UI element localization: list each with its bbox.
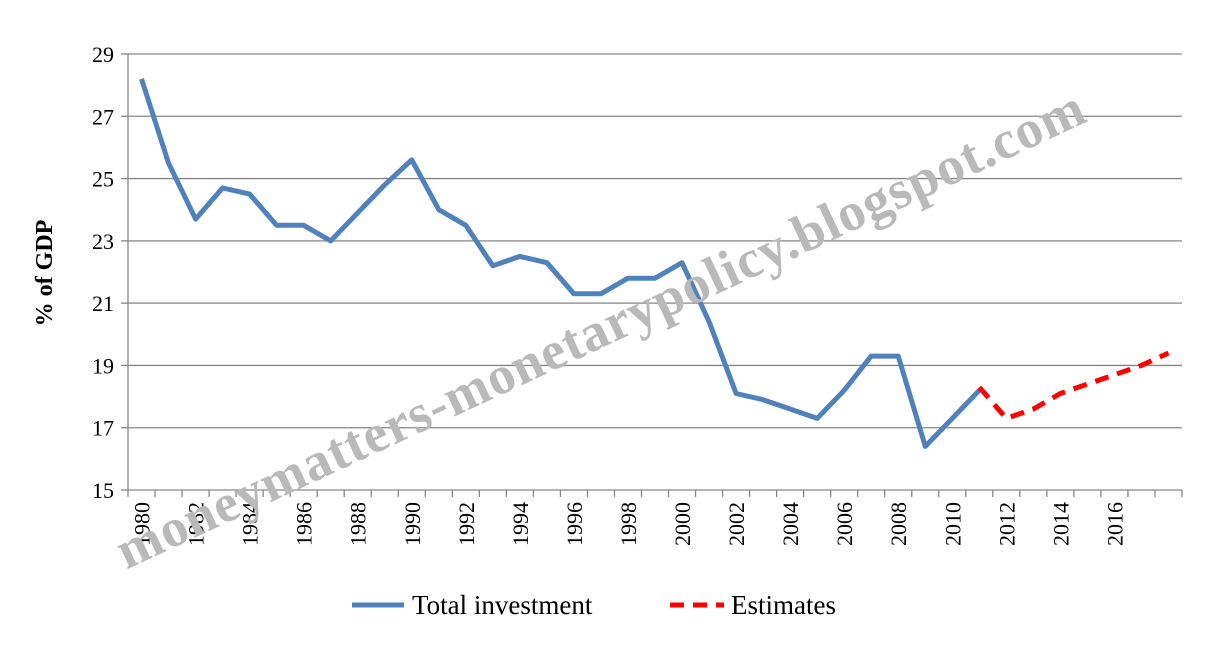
x-tick-label: 2012 — [994, 502, 1019, 546]
x-tick-label: 2008 — [886, 502, 911, 546]
y-tick-label: 23 — [92, 229, 114, 254]
x-tick-label: 1988 — [346, 502, 371, 546]
x-tick-label: 1992 — [454, 502, 479, 546]
x-tick-label: 1994 — [508, 502, 533, 546]
y-axis-title: % of GDP — [32, 220, 58, 327]
y-tick-label: 21 — [92, 291, 114, 316]
x-tick-label: 1980 — [130, 502, 155, 546]
y-tick-label: 19 — [92, 353, 114, 378]
x-tick-label: 2014 — [1048, 502, 1073, 546]
x-tick-label: 1998 — [616, 502, 641, 546]
series-lines — [139, 78, 1170, 449]
x-tick-label: 2016 — [1102, 502, 1127, 546]
x-tick-label: 2002 — [724, 502, 749, 546]
legend: Total investment Estimates — [352, 590, 836, 620]
tick-labels: 15 17 19 21 23 25 27 29 1980 1982 1984 1986 1988 1990… — [92, 42, 1127, 546]
x-tick-label: 1982 — [184, 502, 209, 546]
x-tick-label: 1996 — [562, 502, 587, 546]
y-tick-label: 25 — [92, 167, 114, 192]
gridlines — [128, 53, 1182, 429]
y-tick-label: 17 — [92, 416, 114, 441]
x-tick-label: 1990 — [400, 502, 425, 546]
y-tick-label: 27 — [92, 104, 114, 129]
x-tick-label: 2010 — [940, 502, 965, 546]
x-tick-label: 2004 — [778, 502, 803, 546]
series-line-total-investment — [139, 78, 982, 449]
legend-label: Estimates — [731, 590, 836, 620]
x-tick-label: 2006 — [832, 502, 857, 546]
axes — [121, 53, 1183, 497]
series-line-estimates — [977, 350, 1170, 421]
x-tick-label: 2000 — [670, 502, 695, 546]
y-tick-label: 29 — [92, 42, 114, 67]
x-tick-label: 1984 — [238, 502, 263, 546]
y-tick-label: 15 — [92, 478, 114, 503]
legend-label: Total investment — [412, 590, 593, 620]
x-tick-label: 1986 — [292, 502, 317, 546]
